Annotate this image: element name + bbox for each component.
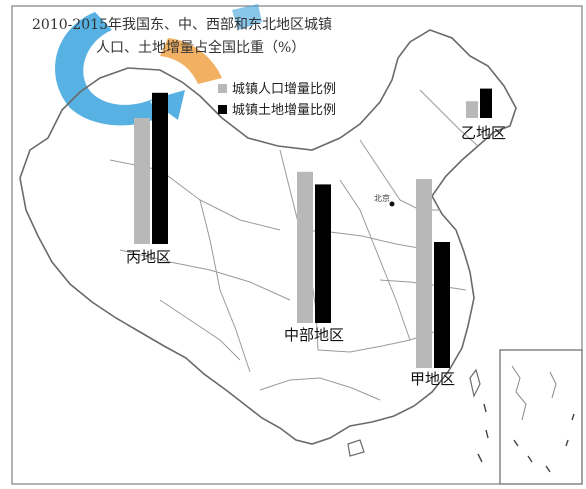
bar-yi-population [466,101,478,118]
bar-jia-population [416,179,432,368]
legend-label-population: 城镇人口增量比例 [232,82,336,97]
capital-marker [389,201,395,207]
region-label-bing: 丙地区 [126,248,171,266]
region-label-jia: 甲地区 [410,370,455,388]
bars-layer [134,88,492,368]
legend-label-land: 城镇土地增量比例 [232,103,336,118]
bar-zhongbu-population [297,171,313,323]
region-label-zhongbu: 中部地区 [284,326,344,344]
south-sea-inset [499,349,583,485]
region-label-yi: 乙地区 [461,124,506,142]
taiwan-island [469,368,481,398]
capital-label: 北京 [374,193,390,203]
chart-title-line-2: 人口、土地增量占全国比重（%） [96,39,305,56]
hainan-island [347,439,365,457]
legend-swatch-population [218,84,227,93]
bar-bing-land [152,92,168,244]
chart-title-line-1: 2010-2015年我国东、中、西部和东北地区城镇 [32,17,332,33]
chart-legend: 城镇人口增量比例 城镇土地增量比例 [218,82,336,118]
bar-bing-population [134,118,150,244]
bar-yi-land [480,88,492,118]
bar-jia-land [434,242,450,368]
bar-zhongbu-land [315,184,331,323]
nine-dash-marks [477,403,489,463]
legend-swatch-land [218,105,227,114]
